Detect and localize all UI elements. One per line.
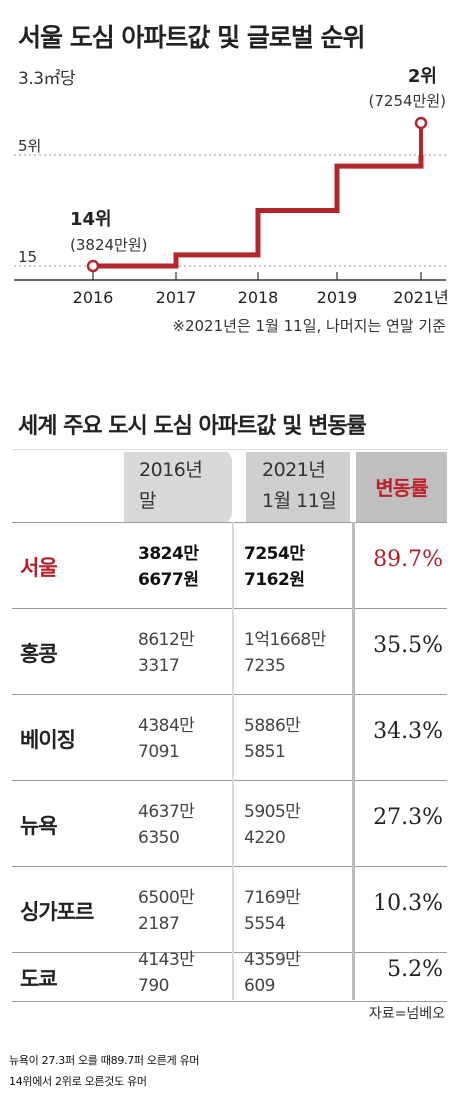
price-2021: 7169만 5554: [244, 885, 301, 937]
price-2016-line1: 4637만: [138, 802, 195, 822]
price-2016-line2: 790: [138, 976, 169, 996]
price-2021-line2: 609: [244, 976, 275, 996]
price-2016-line2: 7091: [138, 742, 180, 762]
x-tick-label: 2017: [156, 288, 197, 307]
start-point: [86, 259, 100, 273]
table-source: 자료=넘베오: [368, 1006, 445, 1022]
price-2016-line2: 2187: [138, 914, 180, 934]
start-rank-label: 14위: [70, 209, 112, 230]
chart-title: 서울 도심 아파트값 및 글로벌 순위: [18, 23, 366, 52]
header-rate: 변동률: [356, 452, 447, 522]
price-2021: 5886만 5851: [244, 713, 301, 765]
price-2021-line1: 7169만: [244, 888, 301, 908]
change-rate: 5.2%: [387, 957, 443, 982]
price-2021: 7254만 7162원: [244, 541, 305, 593]
price-2021-line2: 7235: [244, 656, 286, 676]
end-rank-label: 2위: [408, 66, 437, 87]
table-title-rule: [12, 449, 447, 450]
price-2016: 4384만 7091: [138, 713, 195, 765]
rank-step-chart: 5위 15 2016 2017 2018 2019 2021년 14위 (3824만원) 2위 (7…: [14, 66, 449, 335]
x-tick-label: 2016: [73, 288, 114, 307]
header-arrow-shape: [228, 452, 252, 522]
price-2016-line1: 8612만: [138, 630, 195, 650]
city-name: 싱가포르: [20, 900, 94, 924]
table-row-beijing: 베이징 4384만 7091 5886만 5851 34.3%: [12, 694, 447, 781]
price-2021-line2: 7162원: [244, 570, 305, 590]
city-name: 홍콩: [20, 642, 58, 666]
header-2021-bg: [246, 452, 350, 522]
city-name: 베이징: [20, 728, 76, 752]
city-name: 뉴욕: [20, 814, 58, 838]
column-divider-2: [352, 522, 355, 1000]
price-2016-line1: 3824만: [138, 544, 199, 564]
price-2016-line1: 4143만: [138, 950, 195, 970]
price-2016-line2: 6677원: [138, 570, 199, 590]
city-name: 도쿄: [20, 967, 58, 991]
change-rate: 34.3%: [373, 719, 443, 744]
header-2016: 2016년 말: [139, 455, 203, 517]
table-row-tokyo: 도쿄 4143만 790 4359만 609 5.2%: [12, 950, 447, 1002]
header-2021: 2021년 1월 11일: [262, 455, 337, 517]
table-row-newyork: 뉴욕 4637만 6350 5905만 4220 27.3%: [12, 780, 447, 867]
end-price-label: (7254만원): [369, 92, 446, 110]
header-2021-line2: 1월 11일: [262, 490, 337, 512]
x-tick-label: 2021년: [393, 288, 448, 307]
price-2016: 6500만 2187: [138, 885, 195, 937]
price-2021-line1: 4359만: [244, 950, 301, 970]
price-2016-line1: 6500만: [138, 888, 195, 908]
price-2021-line1: 1억1668만: [244, 630, 326, 650]
city-name: 서울: [20, 556, 58, 580]
start-price-label: (3824만원): [70, 236, 147, 254]
table-row-seoul: 서울 3824만 6677원 7254만 7162원 89.7%: [12, 522, 447, 609]
caption-line-2: 14위에서 2위로 오른것도 유머: [9, 1075, 147, 1088]
end-point: [414, 116, 428, 130]
price-2016: 8612만 3317: [138, 627, 195, 679]
change-rate: 89.7%: [373, 547, 443, 572]
chart-unit-label: 3.3㎡당: [18, 69, 76, 89]
price-2021-line1: 7254만: [244, 544, 305, 564]
price-2021-line2: 5851: [244, 742, 286, 762]
table-title: 세계 주요 도시 도심 아파트값 및 변동률: [18, 414, 367, 439]
header-rate-label: 변동률: [375, 476, 428, 500]
price-2021: 4359만 609: [244, 947, 301, 999]
y-tick-label: 5위: [18, 137, 41, 155]
price-2016: 4637만 6350: [138, 799, 195, 851]
table-row-singapore: 싱가포르 6500만 2187 7169만 5554 10.3%: [12, 866, 447, 953]
change-rate: 35.5%: [373, 633, 443, 658]
price-2021: 5905만 4220: [244, 799, 301, 851]
x-tick-label: 2018: [238, 288, 279, 307]
caption-line-1: 뉴욕이 27.3퍼 오를 때89.7퍼 오른게 유머: [9, 1054, 200, 1067]
price-2016: 4143만 790: [138, 947, 195, 999]
price-2016-line1: 4384만: [138, 716, 195, 736]
price-2021: 1억1668만 7235: [244, 627, 326, 679]
table-row-hongkong: 홍콩 8612만 3317 1억1668만 7235 35.5%: [12, 608, 447, 695]
price-2021-line1: 5905만: [244, 802, 301, 822]
header-2021-line1: 2021년: [262, 459, 326, 481]
price-2016: 3824만 6677원: [138, 541, 199, 593]
change-rate: 10.3%: [373, 891, 443, 916]
change-rate: 27.3%: [373, 805, 443, 830]
column-divider-1: [232, 522, 234, 1000]
price-2021-line2: 5554: [244, 914, 286, 934]
price-2016-line2: 3317: [138, 656, 180, 676]
price-2021-line1: 5886만: [244, 716, 301, 736]
header-2016-line2: 말: [139, 490, 156, 512]
x-tick-label: 2019: [317, 288, 358, 307]
chart-note: ※2021년은 1월 11일, 나머지는 연말 기준: [172, 317, 446, 335]
header-2016-bg: [124, 452, 232, 522]
header-2016-line1: 2016년: [139, 459, 203, 481]
price-2016-line2: 6350: [138, 828, 180, 848]
y-tick-label: 15: [18, 248, 37, 266]
price-2021-line2: 4220: [244, 828, 286, 848]
rank-series-line: [93, 155, 424, 269]
